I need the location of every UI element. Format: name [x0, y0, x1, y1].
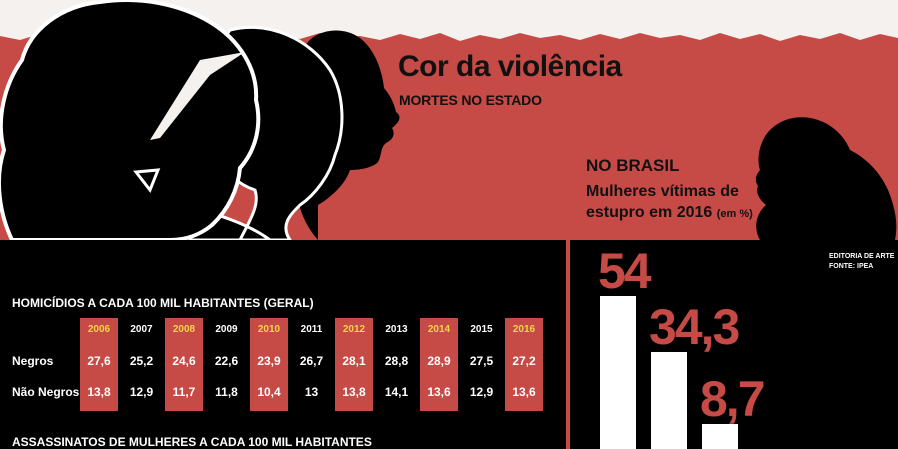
page-subtitle: MORTES NO ESTADO — [399, 92, 542, 108]
year-header: 2015 — [470, 324, 493, 335]
table-cell: 28,8 — [384, 354, 409, 368]
table-cell: 13 — [304, 385, 319, 399]
highlight-column — [250, 318, 288, 411]
highlight-column — [80, 318, 118, 411]
year-header: 2014 — [427, 324, 451, 335]
table-cell: 25,2 — [129, 354, 154, 368]
table-cell: 14,1 — [384, 385, 409, 399]
brasil-unit: (em %) — [716, 208, 753, 220]
table-cell: 27,6 — [87, 354, 111, 368]
year-header: 2016 — [512, 324, 536, 335]
table-cell: 10,4 — [257, 385, 281, 399]
table-cell: 22,6 — [214, 354, 239, 368]
headband — [150, 52, 245, 140]
table-cell: 13,6 — [512, 385, 536, 399]
earring — [133, 168, 161, 193]
row-label: Não Negros — [12, 385, 80, 399]
highlight-column — [165, 318, 203, 411]
table-cell: 27,5 — [469, 354, 494, 368]
bar-value-label: 34,3 — [649, 298, 740, 355]
table-cell: 26,7 — [299, 354, 324, 368]
credit-fonte: FONTE: IPEA — [829, 263, 874, 270]
brasil-description-text: Mulheres vítimas de estupro em 2016 — [586, 183, 739, 221]
brasil-description: Mulheres vítimas de estupro em 2016 (em … — [586, 181, 756, 225]
year-header: 2010 — [257, 324, 281, 335]
table-cell: 23,9 — [257, 354, 281, 368]
women-section-title: ASSASSINATOS DE MULHERES A CADA 100 MIL … — [12, 435, 372, 449]
year-header: 2007 — [130, 324, 153, 335]
bar — [702, 424, 738, 449]
table-cell: 28,9 — [427, 354, 451, 368]
highlight-column — [420, 318, 458, 411]
year-header: 2012 — [342, 324, 366, 335]
woman-silhouette-front — [0, 0, 261, 240]
homicides-table-title: HOMICÍDIOS A CADA 100 MIL HABITANTES (GE… — [12, 296, 314, 310]
table-cell: 11,8 — [215, 385, 238, 399]
highlight-column — [335, 318, 373, 411]
credits: EDITORIA DE ARTE FONTE: IPEA — [829, 252, 894, 272]
year-header: 2009 — [215, 324, 238, 335]
brasil-heading: NO BRASIL — [586, 156, 680, 175]
table-cell: 28,1 — [342, 354, 366, 368]
banner-illustration — [0, 0, 898, 240]
row-label: Negros — [12, 354, 54, 368]
bar-value-label: 54 — [598, 243, 652, 299]
year-header: 2008 — [172, 324, 196, 335]
table-cell: 13,8 — [342, 385, 366, 399]
table-cell: 12,9 — [129, 385, 154, 399]
table-cell: 24,6 — [172, 354, 196, 368]
bar-value-label: 8,7 — [700, 371, 766, 428]
bar — [651, 351, 687, 449]
section-divider — [566, 240, 570, 449]
table-cell: 11,7 — [172, 385, 196, 399]
bar — [600, 296, 636, 449]
table-cell: 27,2 — [512, 354, 536, 368]
table-cell: 13,6 — [427, 385, 451, 399]
year-header: 2006 — [87, 324, 111, 335]
woman-silhouette-ponytail — [755, 117, 897, 240]
table-cell: 12,9 — [469, 385, 494, 399]
page-title: Cor da violência — [398, 50, 622, 83]
credit-editoria: EDITORIA DE ARTE — [829, 253, 895, 260]
table-cell: 13,8 — [87, 385, 111, 399]
year-header: 2011 — [300, 324, 323, 335]
year-header: 2013 — [385, 324, 408, 335]
highlight-column — [505, 318, 543, 411]
